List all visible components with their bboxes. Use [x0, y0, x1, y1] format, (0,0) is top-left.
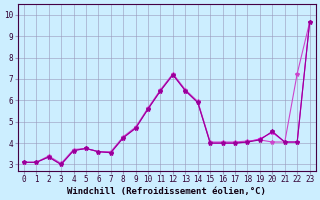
- X-axis label: Windchill (Refroidissement éolien,°C): Windchill (Refroidissement éolien,°C): [67, 187, 266, 196]
